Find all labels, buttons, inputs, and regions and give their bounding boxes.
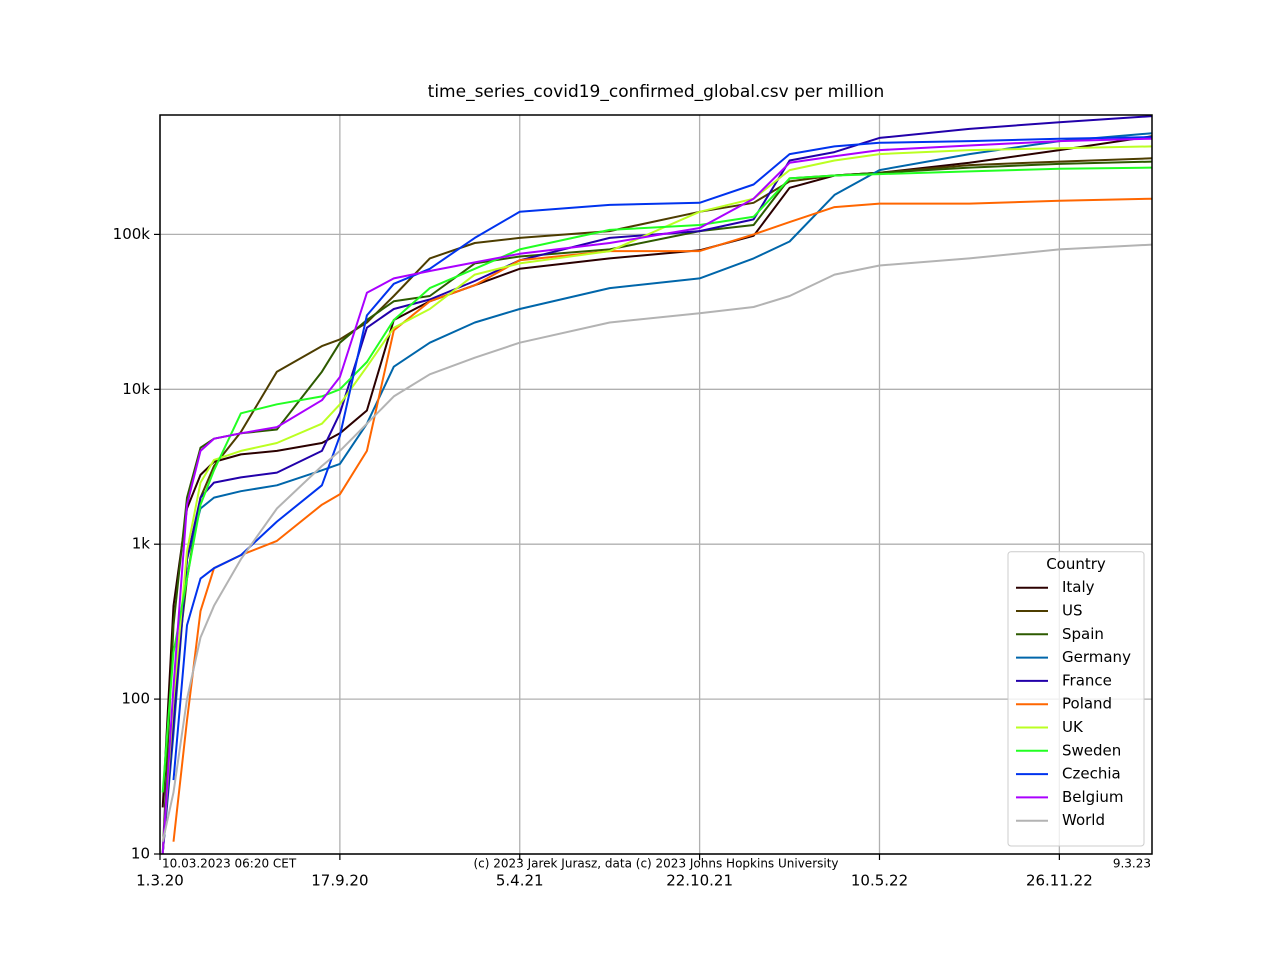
copyright: (c) 2023 Jarek Jurasz, data (c) 2023 Joh… xyxy=(473,857,838,871)
series-line xyxy=(161,145,1152,854)
series-line xyxy=(161,132,1152,854)
x-tick-label: 1.3.20 xyxy=(136,872,184,890)
legend-label: Germany xyxy=(1062,648,1131,666)
x-tick-label: 10.5.22 xyxy=(851,872,908,890)
x-tick-label: 26.11.22 xyxy=(1026,872,1093,890)
y-tick-label: 100k xyxy=(113,225,151,243)
legend-label: US xyxy=(1062,602,1083,620)
x-tick-label: 22.10.21 xyxy=(666,872,733,890)
end-date: 9.3.23 xyxy=(1113,857,1151,871)
series-line xyxy=(161,243,1152,842)
x-tick-label: 17.9.20 xyxy=(311,872,368,890)
legend-label: Poland xyxy=(1062,695,1112,713)
legend-title: Country xyxy=(1046,555,1106,573)
legend-box xyxy=(1007,551,1145,847)
series-line xyxy=(161,115,1152,854)
legend-label: UK xyxy=(1062,718,1084,736)
legend-label: France xyxy=(1062,671,1112,689)
y-tick-label: 1k xyxy=(132,535,151,553)
x-tick-label: 5.4.21 xyxy=(496,872,544,890)
legend: Country Italy US Spain Germany France Poland UK… xyxy=(1007,551,1145,847)
plot-lines xyxy=(161,115,1152,854)
y-tick-label: 100 xyxy=(121,690,150,708)
series-line xyxy=(161,137,1152,854)
plot-frame xyxy=(159,114,1153,855)
series-line xyxy=(172,136,1152,781)
legend-label: Spain xyxy=(1062,625,1104,643)
legend-label: Sweden xyxy=(1062,741,1121,759)
legend-label: Belgium xyxy=(1062,788,1124,806)
timestamp: 10.03.2023 06:20 CET xyxy=(162,857,297,871)
legend-label: World xyxy=(1062,811,1105,829)
chart-title: time_series_covid19_confirmed_global.csv… xyxy=(428,82,885,102)
legend-label: Italy xyxy=(1062,578,1095,596)
y-tick-label: 10k xyxy=(122,380,150,398)
series-line xyxy=(161,166,1152,793)
legend-label: Czechia xyxy=(1062,765,1121,783)
y-tick-label: 10 xyxy=(131,845,150,863)
